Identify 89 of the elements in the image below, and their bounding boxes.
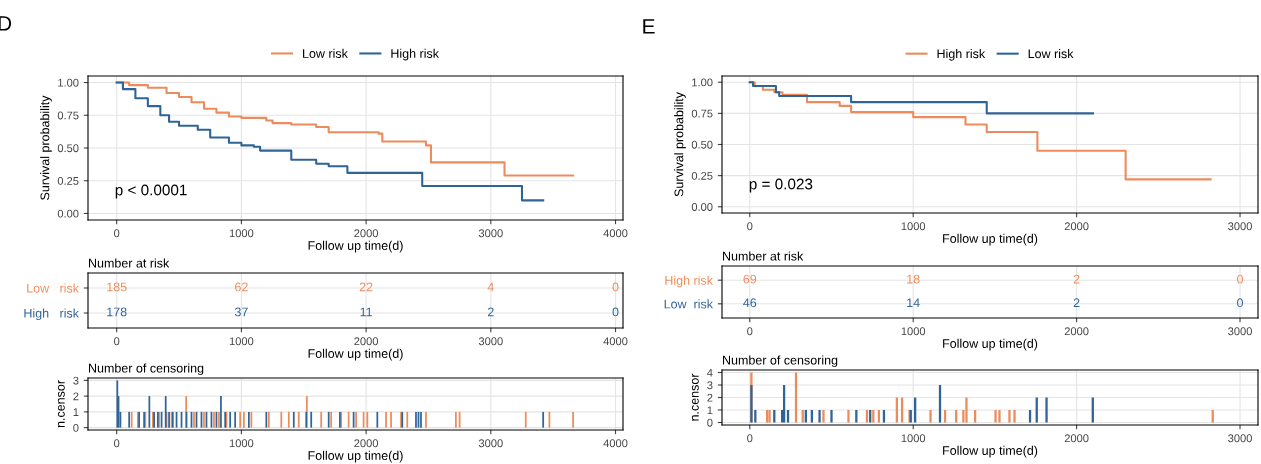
- x-tick-label: 2000: [1064, 327, 1089, 336]
- y-tick-label: 2: [73, 392, 79, 401]
- x-tick-label: 0: [747, 434, 753, 443]
- data-label: 0: [612, 282, 619, 292]
- x-tick-label: 0: [747, 222, 753, 231]
- data-label: 2: [1073, 298, 1080, 308]
- y-axis-title: Survival probability: [674, 92, 686, 197]
- x-tick-label: 4000: [603, 439, 628, 448]
- legend-label: High risk: [937, 48, 986, 61]
- x-tick-label: 0: [747, 327, 753, 336]
- y-tick-label: Low risk: [664, 299, 713, 309]
- y-axis-title: n.censor: [691, 373, 699, 421]
- y-tick-label: 4: [707, 368, 713, 377]
- x-tick-label: 2000: [1064, 222, 1089, 231]
- y-tick-label: Low risk: [27, 283, 79, 293]
- y-tick-label: High risk: [24, 308, 79, 321]
- y-tick-label: High risk: [665, 275, 713, 288]
- x-tick-label: 1000: [229, 229, 254, 238]
- chart-title: Number at risk: [723, 251, 804, 261]
- data-label: 4: [487, 282, 494, 292]
- y-tick-label: 1: [707, 406, 713, 415]
- x-axis-title: Follow up time(d): [308, 348, 403, 361]
- x-axis-title: Follow up time(d): [943, 233, 1038, 246]
- x-axis-title: Follow up time(d): [943, 338, 1038, 351]
- y-tick-label: 3: [73, 376, 79, 385]
- x-tick-label: 1000: [229, 439, 254, 448]
- x-tick-label: 2000: [1064, 434, 1089, 443]
- x-axis-title: Follow up time(d): [308, 450, 403, 463]
- y-tick-label: 0: [707, 418, 713, 427]
- y-tick-label: 2: [707, 393, 713, 402]
- data-label: 37: [234, 307, 248, 317]
- x-tick-label: 0: [114, 439, 120, 448]
- y-tick-label: 1: [73, 408, 79, 416]
- x-tick-label: 3000: [1228, 434, 1252, 443]
- x-tick-label: 1000: [901, 327, 926, 336]
- x-tick-label: 1000: [229, 337, 254, 346]
- x-tick-label: 0: [114, 229, 120, 238]
- x-axis-title: Follow up time(d): [308, 240, 403, 253]
- y-tick-label: 0: [73, 423, 79, 432]
- x-tick-label: 3000: [478, 337, 503, 346]
- x-tick-label: 3000: [478, 229, 503, 238]
- data-label: 2: [487, 307, 494, 317]
- y-tick-label: 0.25: [57, 176, 79, 185]
- data-label: 0: [1237, 274, 1244, 284]
- x-tick-label: 3000: [478, 439, 503, 448]
- y-tick-label: 0.75: [691, 109, 713, 118]
- data-label: 69: [743, 274, 757, 284]
- x-tick-label: 3000: [1228, 327, 1252, 336]
- y-tick-label: 0.00: [691, 203, 713, 211]
- y-axis-title: Survival probability: [40, 95, 52, 200]
- y-tick-label: 0.00: [57, 209, 79, 218]
- chart-title: Number of censoring: [89, 363, 204, 376]
- x-tick-label: 0: [114, 337, 120, 346]
- legend-label: High risk: [391, 48, 439, 61]
- data-label: 0: [1237, 298, 1244, 308]
- x-tick-label: 4000: [603, 229, 628, 238]
- data-label: 0: [612, 307, 619, 317]
- data-label: 22: [359, 282, 373, 292]
- y-tick-label: 3: [707, 381, 713, 390]
- x-tick-label: 3000: [1228, 222, 1252, 231]
- data-label: 18: [907, 274, 920, 284]
- annotation: p = 0.023: [749, 178, 813, 193]
- legend-label: Low risk: [1028, 48, 1074, 59]
- x-tick-label: 2000: [354, 337, 379, 346]
- chart-title: Number at risk: [89, 258, 170, 268]
- annotation: p < 0.0001: [115, 184, 187, 199]
- y-tick-label: 1.00: [692, 78, 713, 87]
- data-label: 178: [107, 307, 127, 317]
- x-tick-label: 1000: [901, 434, 926, 443]
- y-tick-label: 0.50: [691, 140, 713, 149]
- text: E: [643, 19, 655, 34]
- data-label: 62: [235, 282, 248, 292]
- x-tick-label: 2000: [354, 439, 379, 448]
- x-tick-label: 4000: [603, 337, 628, 346]
- data-label: 14: [907, 298, 920, 308]
- y-tick-label: 0.50: [57, 144, 79, 153]
- data-label: 185: [107, 282, 127, 292]
- y-axis-title: n.censor: [57, 380, 65, 428]
- y-tick-label: 1.00: [58, 78, 79, 87]
- chart-title: Number of censoring: [723, 355, 838, 368]
- data-label: 2: [1073, 274, 1080, 284]
- data-label: 46: [743, 298, 757, 308]
- x-tick-label: 2000: [354, 229, 379, 238]
- y-tick-label: 0.75: [57, 111, 79, 120]
- data-label: 11: [360, 307, 372, 317]
- y-tick-label: 0.25: [691, 171, 713, 180]
- x-axis-title: Follow up time(d): [943, 445, 1038, 458]
- legend-label: Low risk: [303, 48, 348, 58]
- x-tick-label: 1000: [901, 222, 926, 231]
